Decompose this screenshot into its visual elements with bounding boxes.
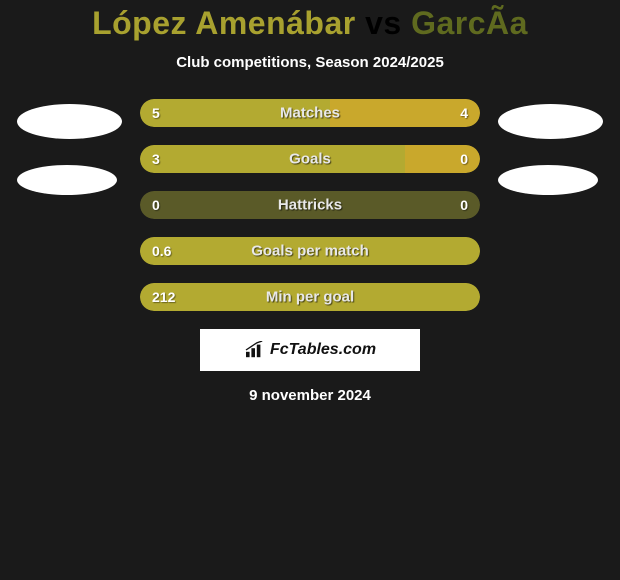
- date-text: 9 november 2024: [0, 387, 620, 404]
- stat-fill-right: [330, 99, 480, 127]
- avatar-col-right: [498, 99, 603, 195]
- stat-fill-left: [140, 145, 405, 173]
- stat-val-left: 0: [152, 197, 160, 213]
- stat-bars: Matches 5 4 Goals 3 0 Hattricks 0 0 Goals per mat…: [140, 99, 480, 311]
- stat-fill-right: [405, 145, 480, 173]
- stat-label: Min per goal: [266, 289, 354, 306]
- stat-row: Goals 3 0: [140, 145, 480, 173]
- avatar-player1-large: [17, 104, 122, 139]
- avatar-player1-small: [17, 165, 117, 195]
- stat-row: Goals per match 0.6: [140, 237, 480, 265]
- stat-area: Matches 5 4 Goals 3 0 Hattricks 0 0 Goals per mat…: [0, 99, 620, 311]
- comparison-card: López Amenábar vs GarcÃ­a Club competiti…: [0, 0, 620, 404]
- stat-val-left: 5: [152, 105, 160, 121]
- stat-val-left: 3: [152, 151, 160, 167]
- avatar-col-left: [17, 99, 122, 195]
- stat-label: Matches: [280, 105, 340, 122]
- stat-val-right: 4: [460, 105, 468, 121]
- stat-val-left: 212: [152, 289, 175, 305]
- stat-val-left: 0.6: [152, 243, 171, 259]
- player2-name: GarcÃ­a: [411, 5, 528, 41]
- chart-icon: [244, 341, 266, 359]
- logo-text: FcTables.com: [270, 341, 376, 359]
- stat-row: Hattricks 0 0: [140, 191, 480, 219]
- avatar-player2-large: [498, 104, 603, 139]
- logo-box[interactable]: FcTables.com: [200, 329, 420, 371]
- vs-text: vs: [356, 5, 411, 41]
- stat-row: Matches 5 4: [140, 99, 480, 127]
- page-title: López Amenábar vs GarcÃ­a: [0, 5, 620, 42]
- player1-name: López Amenábar: [92, 5, 356, 41]
- avatar-player2-small: [498, 165, 598, 195]
- stat-val-right: 0: [460, 151, 468, 167]
- stat-val-right: 0: [460, 197, 468, 213]
- subtitle: Club competitions, Season 2024/2025: [0, 54, 620, 71]
- stat-row: Min per goal 212: [140, 283, 480, 311]
- stat-label: Hattricks: [278, 197, 342, 214]
- stat-label: Goals per match: [251, 243, 369, 260]
- stat-label: Goals: [289, 151, 331, 168]
